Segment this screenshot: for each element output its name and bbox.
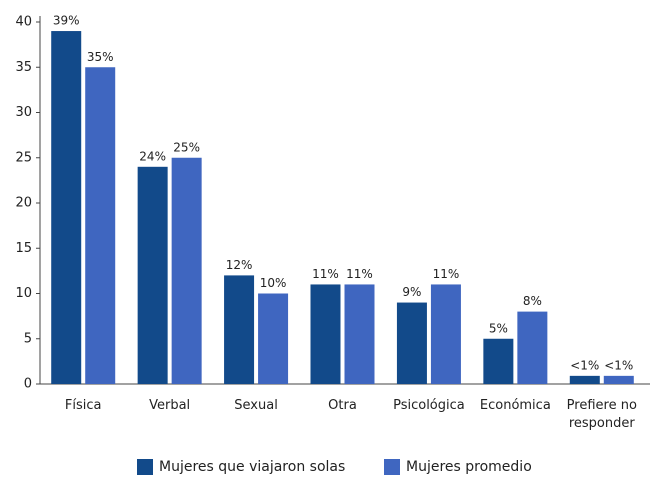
data-label: 9% <box>402 285 421 299</box>
x-tick-label: Sexual <box>234 398 278 413</box>
bar <box>224 275 255 384</box>
bar <box>430 284 461 384</box>
data-label: <1% <box>604 358 633 372</box>
y-tick-label: 30 <box>15 105 32 120</box>
data-label: 8% <box>523 294 542 308</box>
x-tick-label: Verbal <box>149 398 191 413</box>
data-label: 25% <box>173 140 200 154</box>
y-tick-label: 35 <box>15 60 32 75</box>
bar <box>603 375 634 384</box>
x-tick-label: Psicológica <box>393 398 465 413</box>
bar <box>85 67 116 384</box>
data-label: 24% <box>139 149 166 163</box>
data-label: 11% <box>433 267 460 281</box>
bar <box>517 311 548 384</box>
x-tick-label: Económica <box>479 398 551 413</box>
data-label: 11% <box>312 267 339 281</box>
legend-label: Mujeres promedio <box>406 459 532 475</box>
legend-item: Mujeres promedio <box>384 459 532 475</box>
x-tick-label: Otra <box>328 398 357 413</box>
bar <box>569 375 600 384</box>
x-tick-label: Prefiere no responder <box>566 398 637 431</box>
y-tick-label: 10 <box>15 286 32 301</box>
y-tick-label: 5 <box>24 331 32 346</box>
data-label: 39% <box>53 14 80 28</box>
y-tick-label: 40 <box>15 15 32 30</box>
y-tick-label: 0 <box>24 377 32 392</box>
data-label: 35% <box>87 50 114 64</box>
data-label: 11% <box>346 267 373 281</box>
bar <box>51 31 82 385</box>
legend-swatch <box>137 459 153 475</box>
bar <box>310 284 341 384</box>
y-tick-label: 15 <box>15 241 32 256</box>
y-tick-label: 20 <box>15 196 32 211</box>
legend-label: Mujeres que viajaron solas <box>159 459 346 475</box>
data-label: 5% <box>489 321 508 335</box>
bar <box>396 302 427 384</box>
bar <box>258 293 289 384</box>
bar <box>171 157 202 384</box>
data-label: 12% <box>226 258 253 272</box>
bar <box>137 166 168 384</box>
data-label: <1% <box>570 358 599 372</box>
bar <box>344 284 375 384</box>
legend-swatch <box>384 459 400 475</box>
x-tick-label: Física <box>64 398 102 413</box>
legend-item: Mujeres que viajaron solas <box>137 459 345 475</box>
y-tick-label: 25 <box>15 150 32 165</box>
data-label: 10% <box>260 276 287 290</box>
bar <box>483 338 514 384</box>
